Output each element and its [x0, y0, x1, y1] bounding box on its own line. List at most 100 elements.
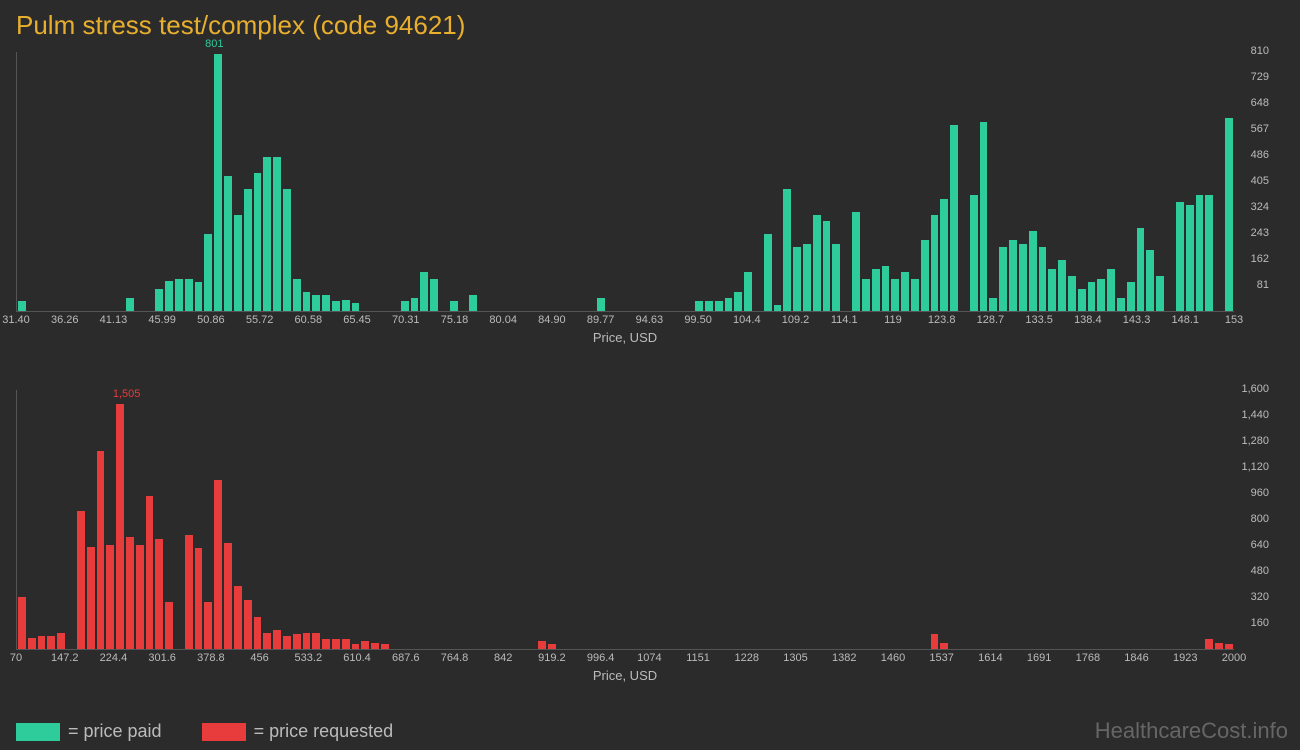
bar	[195, 282, 203, 311]
bar	[901, 272, 909, 311]
bar	[931, 215, 939, 311]
x-tick: 109.2	[782, 314, 810, 326]
y-tick: 480	[1251, 565, 1269, 577]
bar	[204, 234, 212, 311]
bar	[783, 189, 791, 311]
x-tick: 1382	[832, 652, 856, 664]
legend-item-requested: = price requested	[202, 721, 394, 742]
x-tick: 70	[10, 652, 22, 664]
bar	[1117, 298, 1125, 311]
bar	[224, 176, 232, 311]
bar	[970, 195, 978, 311]
bar	[401, 301, 409, 311]
bar	[38, 636, 46, 649]
x-tick: 143.3	[1123, 314, 1151, 326]
y-tick: 405	[1251, 175, 1269, 187]
bar	[538, 641, 546, 649]
x-tick: 147.2	[51, 652, 79, 664]
bar	[28, 638, 36, 649]
y-tick: 960	[1251, 487, 1269, 499]
bar	[940, 199, 948, 311]
x-tick: 94.63	[636, 314, 664, 326]
y-tick: 567	[1251, 123, 1269, 135]
x-tick: 70.31	[392, 314, 420, 326]
bar	[989, 298, 997, 311]
bar	[303, 633, 311, 649]
x-tick: 301.6	[148, 652, 176, 664]
x-tick: 1305	[783, 652, 807, 664]
page-title: Pulm stress test/complex (code 94621)	[0, 0, 1300, 41]
bar	[774, 305, 782, 311]
x-tick: 123.8	[928, 314, 956, 326]
bar	[705, 301, 713, 311]
bar	[1146, 250, 1154, 311]
bar	[420, 272, 428, 311]
bar	[263, 633, 271, 649]
bar	[411, 298, 419, 311]
bar	[352, 303, 360, 311]
bar	[371, 643, 379, 650]
x-tick: 610.4	[343, 652, 371, 664]
x-tick: 41.13	[100, 314, 128, 326]
x-ticks-paid: 31.4036.2641.1345.9950.8655.7260.5865.45…	[16, 312, 1234, 328]
bar	[165, 281, 173, 311]
bar	[165, 602, 173, 649]
y-tick: 160	[1251, 617, 1269, 629]
bar	[175, 279, 183, 311]
x-label-requested: Price, USD	[16, 668, 1234, 683]
x-label-paid: Price, USD	[16, 330, 1234, 345]
x-tick: 456	[250, 652, 268, 664]
plot-area-paid: 801 81162243324405486567648729810	[16, 52, 1234, 312]
legend-item-paid: = price paid	[16, 721, 162, 742]
y-tick: 486	[1251, 149, 1269, 161]
chart-price-requested: 1,505 1603204806408009601,1201,2801,4401…	[16, 390, 1234, 683]
bar	[1009, 240, 1017, 311]
bar	[715, 301, 723, 311]
x-tick: 378.8	[197, 652, 225, 664]
bar	[823, 221, 831, 311]
x-tick: 80.04	[489, 314, 517, 326]
x-tick: 533.2	[295, 652, 323, 664]
bar	[734, 292, 742, 311]
bar	[1205, 195, 1213, 311]
bar	[931, 634, 939, 649]
y-tick: 810	[1251, 45, 1269, 57]
bar	[1107, 269, 1115, 311]
bar	[234, 586, 242, 649]
y-tick: 162	[1251, 253, 1269, 265]
bar	[254, 617, 262, 650]
bar	[126, 537, 134, 649]
bar	[293, 279, 301, 311]
x-tick: 1768	[1076, 652, 1100, 664]
bar	[430, 279, 438, 311]
bar	[136, 545, 144, 649]
x-tick: 55.72	[246, 314, 274, 326]
x-tick: 133.5	[1025, 314, 1053, 326]
x-tick: 842	[494, 652, 512, 664]
bar	[126, 298, 134, 311]
y-tick: 800	[1251, 513, 1269, 525]
bar	[18, 301, 26, 311]
bar	[852, 212, 860, 312]
x-tick: 224.4	[100, 652, 128, 664]
bar	[764, 234, 772, 311]
x-tick: 60.58	[295, 314, 323, 326]
bar	[57, 633, 65, 649]
y-tick: 243	[1251, 227, 1269, 239]
bar	[381, 644, 389, 649]
x-tick: 114.1	[831, 314, 858, 326]
bar	[116, 404, 124, 649]
y-tick: 324	[1251, 201, 1269, 213]
x-tick: 996.4	[587, 652, 615, 664]
y-tick: 640	[1251, 539, 1269, 551]
bar	[332, 639, 340, 649]
bar	[1156, 276, 1164, 311]
chart-price-paid: 801 81162243324405486567648729810 31.403…	[16, 52, 1234, 345]
x-ticks-requested: 70147.2224.4301.6378.8456533.2610.4687.6…	[16, 650, 1234, 666]
bar	[312, 633, 320, 649]
peak-label-paid: 801	[205, 38, 223, 50]
bar	[1029, 231, 1037, 311]
bar	[911, 279, 919, 311]
x-tick: 119	[884, 314, 902, 326]
x-tick: 75.18	[441, 314, 469, 326]
